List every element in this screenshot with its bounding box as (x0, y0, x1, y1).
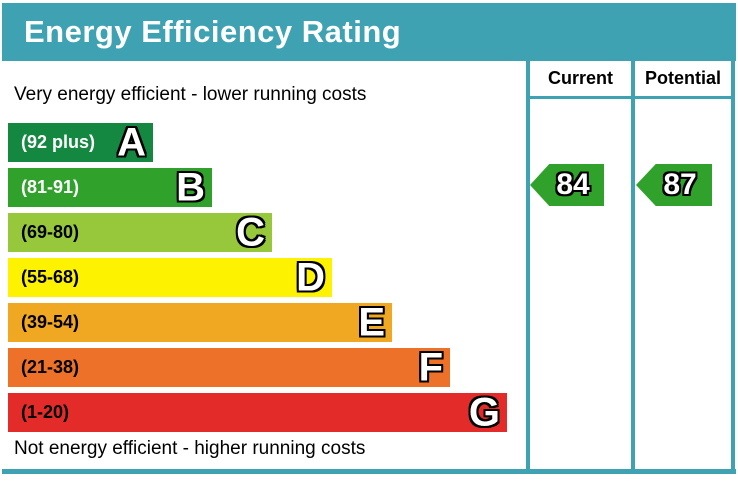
potential-rating-arrow: 87 (636, 164, 712, 206)
potential-rating-value: 87 (663, 168, 697, 201)
band-c-letter: C (236, 210, 265, 254)
band-c: (69-80) C (8, 210, 272, 254)
bottom-note: Not energy efficient - higher running co… (14, 438, 366, 459)
band-f-letter: F (418, 345, 443, 389)
band-g-range: (1-20) (21, 402, 70, 422)
band-g: (1-20) G (8, 390, 507, 434)
band-b: (81-91) B (8, 165, 212, 209)
band-f: (21-38) F (8, 345, 450, 389)
current-rating-arrow: 84 (530, 164, 604, 206)
band-e-letter: E (358, 300, 385, 344)
band-e-range: (39-54) (21, 312, 80, 332)
column-divider-middle (631, 61, 635, 474)
band-d-letter: D (296, 255, 325, 299)
bottom-border (2, 469, 736, 474)
band-g-letter: G (468, 390, 500, 434)
band-a-range: (92 plus) (21, 132, 96, 152)
current-rating-value: 84 (556, 168, 590, 201)
band-a: (92 plus) A (8, 120, 153, 164)
band-b-letter: B (176, 165, 205, 209)
band-e: (39-54) E (8, 300, 392, 344)
page-title: Energy Efficiency Rating (24, 14, 402, 49)
column-divider-right (731, 61, 735, 474)
potential-column-header: Potential (644, 68, 721, 88)
top-note: Very energy efficient - lower running co… (14, 84, 367, 105)
title-bar: Energy Efficiency Rating (2, 3, 736, 61)
band-f-range: (21-38) (21, 357, 80, 377)
band-b-range: (81-91) (21, 177, 80, 197)
band-c-range: (69-80) (21, 222, 80, 242)
band-a-letter: A (117, 120, 146, 164)
band-d: (55-68) D (8, 255, 332, 299)
column-divider-left (526, 61, 530, 474)
header-separator (526, 96, 735, 99)
current-column-header: Current (547, 68, 613, 88)
band-d-range: (55-68) (21, 267, 80, 287)
